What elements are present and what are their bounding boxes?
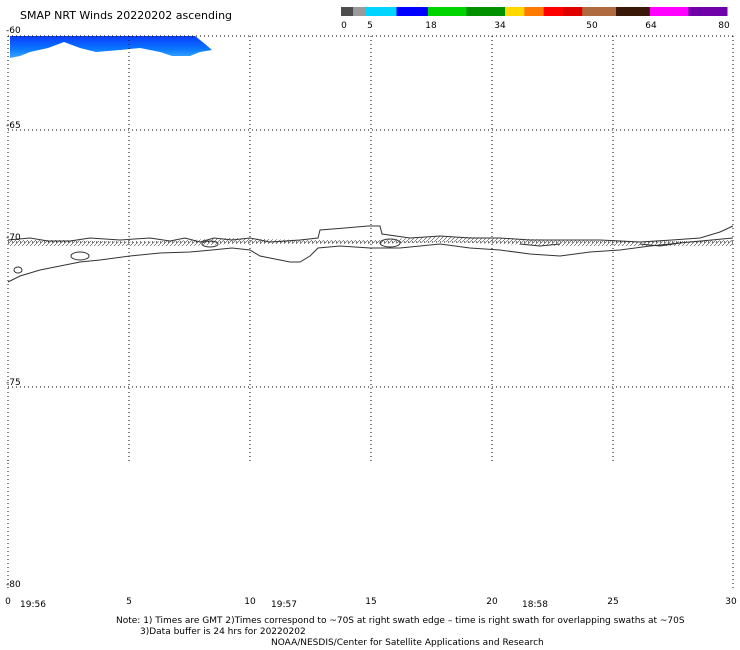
colorbar-segment [543,7,564,16]
colorbar-segment [649,7,689,16]
colorbar-tick: 80 [718,21,730,31]
ice-shelf [8,236,733,246]
colorbar-tick: 5 [367,21,373,31]
colorbar-segment [353,7,366,16]
swath-time: 19:56 [20,600,46,610]
colorbar-segment [688,7,728,16]
map-title: SMAP NRT Winds 20220202 ascending [20,9,233,22]
colorbar-tick: 64 [645,21,657,31]
colorbar-segment [396,7,429,16]
swath-time: 18:58 [522,600,548,610]
colorbar-tick: 0 [341,21,347,31]
swath-time: 19:57 [271,600,297,610]
colorbar-segment [616,7,651,16]
lon-label: 25 [607,597,619,607]
colorbar-tick: 34 [494,21,506,31]
lon-label: 30 [725,597,737,607]
colorbar-segment [562,7,583,16]
note-line-1: Note: 1) Times are GMT 2)Times correspon… [116,616,685,626]
lon-label: 0 [5,597,11,607]
colorbar-segment [365,7,397,16]
colorbar [341,7,728,16]
colorbar-segment [582,7,617,16]
wind-swath [10,36,212,58]
lat-label: -80 [6,580,21,590]
lon-label: 10 [244,597,256,607]
map-axes [7,463,734,588]
colorbar-segment [505,7,525,16]
lon-label: 15 [365,597,377,607]
colorbar-segment [427,7,467,16]
colorbar-tick: 18 [425,21,437,31]
lon-label: 5 [126,597,132,607]
lat-label: -75 [6,378,21,388]
colorbar-segment [341,7,354,16]
lat-label: -65 [6,121,21,131]
lat-label: -70 [6,233,21,243]
lat-label: -60 [6,26,21,36]
colorbar-tick: 50 [586,21,598,31]
lon-label: 20 [486,597,498,607]
colorbar-segment [524,7,545,16]
note-line-2: 3)Data buffer is 24 hrs for 20220202 [140,627,306,637]
credit-line: NOAA/NESDIS/Center for Satellite Applica… [271,638,544,648]
colorbar-segment [466,7,506,16]
coastline [7,225,734,283]
